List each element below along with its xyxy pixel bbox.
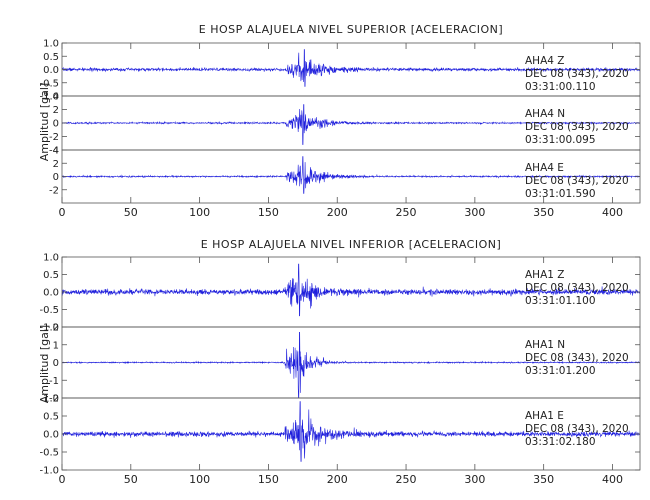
seismogram-figure-1: E HOSP ALAJUELA NIVEL SUPERIOR [ACELERAC…: [38, 23, 641, 219]
x-tick-label: 150: [258, 473, 279, 486]
record-date: DEC 08 (343), 2020: [525, 68, 629, 80]
x-tick-label: 100: [189, 473, 210, 486]
y-tick-label: -1.0: [39, 466, 59, 477]
record-date: DEC 08 (343), 2020: [525, 352, 629, 364]
record-time: 03:31:00.110: [525, 81, 596, 93]
waveform-trace: [62, 156, 640, 194]
record-date: DEC 08 (343), 2020: [525, 175, 629, 187]
y-tick-label: 0.0: [43, 288, 59, 299]
y-tick-label: 1.0: [43, 253, 59, 264]
y-tick-label: 1.0: [43, 394, 59, 405]
chart-title: E HOSP ALAJUELA NIVEL INFERIOR [ACELERAC…: [201, 238, 502, 251]
y-tick-label: -0.5: [39, 78, 59, 89]
y-tick-label: 4: [53, 92, 59, 103]
station-label: AHA1 Z: [525, 269, 564, 281]
station-label: AHA1 E: [525, 410, 564, 422]
y-tick-label: 0: [53, 119, 59, 130]
y-axis-label: Amplitud [gal]: [38, 83, 51, 161]
y-tick-label: 1.0: [43, 39, 59, 50]
y-tick-label: -1.0: [39, 92, 59, 103]
x-tick-label: 350: [533, 473, 554, 486]
x-tick-label: 400: [602, 206, 623, 219]
waveform-trace: [62, 263, 640, 317]
y-tick-label: 2: [53, 323, 59, 334]
x-tick-label: 400: [602, 473, 623, 486]
y-tick-label: 2: [53, 105, 59, 116]
y-tick-label: 0.5: [43, 270, 59, 281]
y-tick-label: 0: [53, 358, 59, 369]
y-tick-label: -2: [49, 132, 59, 143]
waveform-trace: [62, 331, 640, 398]
waveform-trace: [62, 401, 640, 462]
x-tick-label: 100: [189, 206, 210, 219]
seismogram-figure-2: E HOSP ALAJUELA NIVEL INFERIOR [ACELERAC…: [38, 238, 641, 486]
waveform-trace: [62, 49, 640, 87]
y-tick-label: -0.5: [39, 305, 59, 316]
x-tick-label: 50: [124, 206, 138, 219]
y-tick-label: -1: [49, 376, 59, 387]
x-tick-label: 300: [464, 473, 485, 486]
record-date: DEC 08 (343), 2020: [525, 282, 629, 294]
station-label: AHA4 E: [525, 162, 564, 174]
y-tick-label: 2: [53, 159, 59, 170]
record-date: DEC 08 (343), 2020: [525, 121, 629, 133]
record-time: 03:31:01.200: [525, 365, 596, 377]
record-date: DEC 08 (343), 2020: [525, 423, 629, 435]
x-tick-label: 250: [396, 473, 417, 486]
y-tick-label: 0.5: [43, 52, 59, 63]
y-tick-label: -4: [49, 146, 59, 157]
x-tick-label: 200: [327, 206, 348, 219]
x-tick-label: 150: [258, 206, 279, 219]
station-label: AHA1 N: [525, 339, 565, 351]
chart-title: E HOSP ALAJUELA NIVEL SUPERIOR [ACELERAC…: [199, 23, 503, 36]
x-tick-label: 200: [327, 473, 348, 486]
x-tick-label: 0: [59, 473, 66, 486]
waveform-trace: [62, 104, 640, 145]
y-tick-label: 1: [53, 340, 59, 351]
y-tick-label: -2: [49, 394, 59, 405]
record-time: 03:31:01.590: [525, 188, 596, 200]
record-time: 03:31:00.095: [525, 134, 596, 146]
record-time: 03:31:02.180: [525, 436, 596, 448]
x-tick-label: 50: [124, 473, 138, 486]
y-tick-label: 0.5: [43, 412, 59, 423]
record-time: 03:31:01.100: [525, 295, 596, 307]
x-tick-label: 0: [59, 206, 66, 219]
y-tick-label: 0: [53, 172, 59, 183]
y-tick-label: -0.5: [39, 448, 59, 459]
station-label: AHA4 N: [525, 108, 565, 120]
x-tick-label: 250: [396, 206, 417, 219]
station-label: AHA4 Z: [525, 55, 564, 67]
x-tick-label: 300: [464, 206, 485, 219]
y-tick-label: -2: [49, 185, 59, 196]
y-axis-label: Amplitud [gal]: [38, 325, 51, 403]
y-tick-label: 4: [53, 146, 59, 157]
x-tick-label: 350: [533, 206, 554, 219]
y-tick-label: -1.0: [39, 323, 59, 334]
y-tick-label: 0.0: [43, 430, 59, 441]
y-tick-label: 0.0: [43, 65, 59, 76]
